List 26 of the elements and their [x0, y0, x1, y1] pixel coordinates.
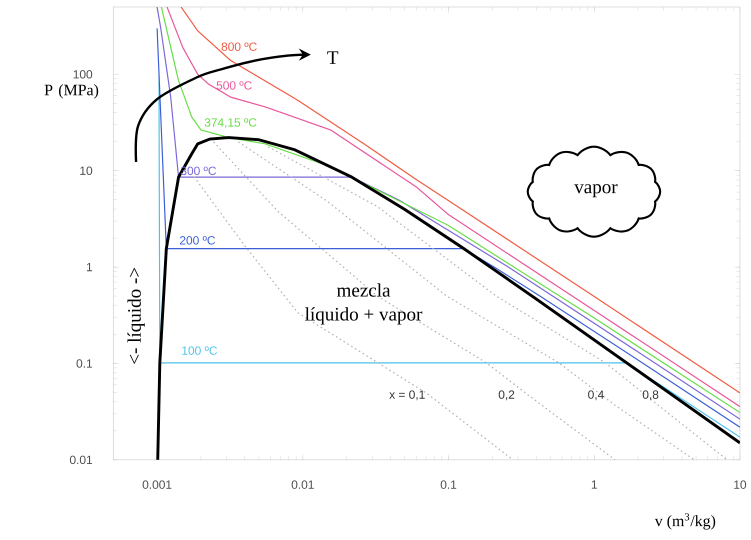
annotation: x = 0,1	[389, 390, 425, 400]
x-tick-label: 1	[592, 480, 597, 488]
annotation: 0,8	[642, 390, 658, 400]
annotation: 0,4	[588, 390, 604, 400]
series-label: 800 ºC	[222, 42, 257, 51]
x-tick-label: 0.01	[292, 480, 314, 489]
x-axis-title: v (m$^{3}$/kg)	[654, 513, 716, 530]
y-tick-label: 10	[80, 166, 92, 175]
y-tick-label: 100	[74, 70, 92, 78]
annotation: líquido + vapor	[305, 307, 422, 324]
series-label: 500 ºC	[216, 81, 252, 90]
y-tick-label: 0.1	[76, 359, 92, 368]
y-tick-label: 1	[86, 262, 92, 272]
annotation: <- líquido ->	[127, 268, 145, 364]
annotation: T	[327, 51, 338, 64]
annotation: mezcla	[336, 283, 390, 297]
y-axis-title: P (MPa)	[44, 84, 98, 98]
series-label: 374,15 ºC	[204, 118, 256, 128]
x-tick-label: 0.1	[440, 480, 456, 489]
x-tick-label: 10	[734, 480, 746, 489]
x-tick-label: 0.001	[142, 480, 172, 489]
annotation: vapor	[574, 184, 618, 198]
y-tick-label: 0.01	[70, 455, 92, 464]
annotation: 0,2	[498, 390, 514, 400]
series-label: 100 ºC	[182, 346, 218, 355]
series-label: 200 ºC	[180, 236, 216, 244]
